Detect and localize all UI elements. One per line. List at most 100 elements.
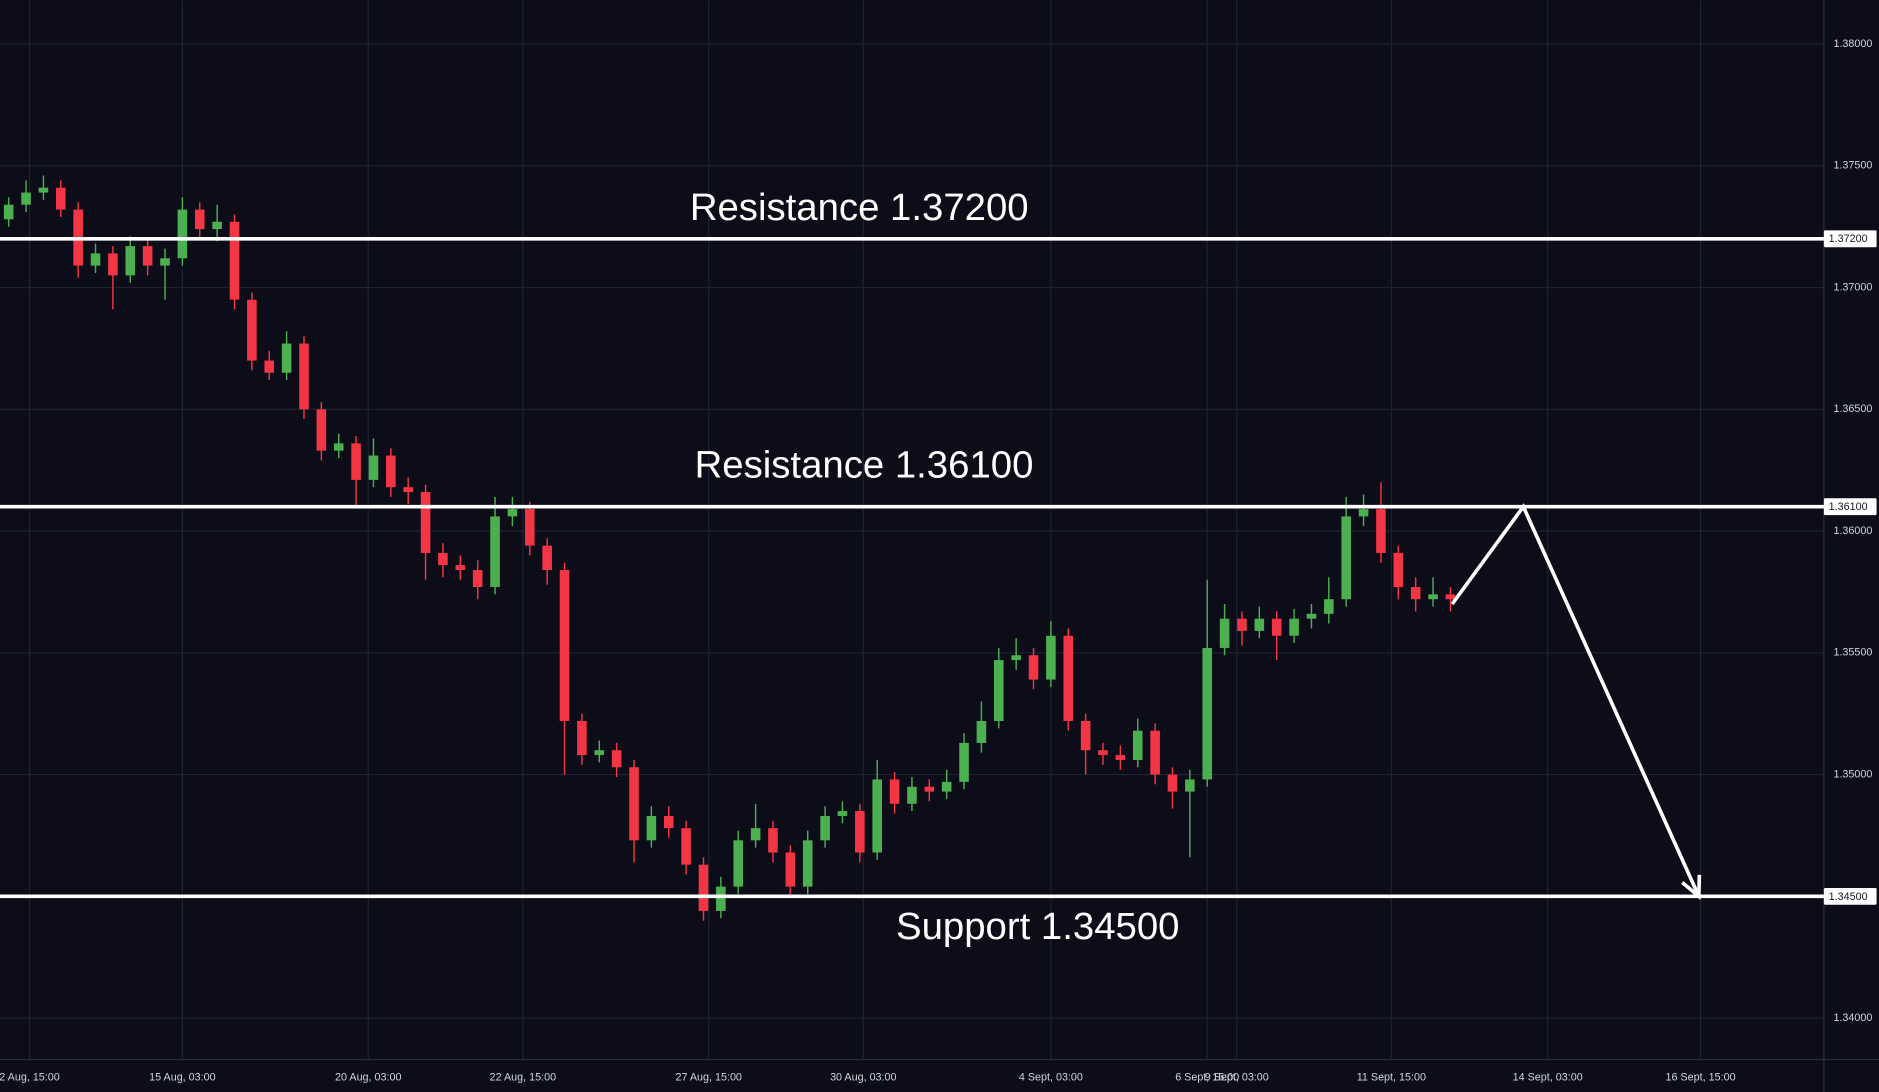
y-tick-label: 1.35500 <box>1833 647 1872 659</box>
candle-body <box>1202 647 1213 780</box>
candle-body <box>611 750 622 768</box>
candle-body <box>542 545 552 571</box>
candle-body <box>1237 618 1247 631</box>
candle-body <box>1063 635 1074 721</box>
candle-body <box>438 552 448 566</box>
candle-body <box>1445 594 1456 600</box>
candle-body <box>1011 655 1021 661</box>
candle-body <box>472 570 483 588</box>
x-tick-label: 14 Sept, 03:00 <box>1513 1071 1583 1083</box>
candle-body <box>872 779 882 853</box>
candle-body <box>1150 730 1160 775</box>
level-label: Resistance 1.37200 <box>690 186 1029 229</box>
x-tick-label: 11 Sept, 15:00 <box>1357 1071 1426 1083</box>
level-axis-box <box>1823 230 1877 248</box>
candle-body <box>820 815 830 841</box>
candle-body <box>594 750 605 756</box>
candle-body <box>976 720 987 743</box>
candle-body <box>941 781 952 792</box>
candle-body <box>907 786 917 804</box>
candle-body <box>802 840 813 887</box>
candle-body <box>108 253 118 276</box>
candle-body <box>663 815 674 829</box>
candle-body <box>889 779 900 804</box>
candle-body <box>490 516 500 588</box>
candle-body <box>1132 730 1143 760</box>
level-label: Resistance 1.36100 <box>695 443 1034 486</box>
candle-body <box>629 767 639 841</box>
candle-body <box>212 221 222 230</box>
candle-body <box>3 204 14 220</box>
candle-body <box>1428 594 1438 600</box>
x-tick-label: 20 Aug, 03:00 <box>335 1071 401 1083</box>
candle-body <box>160 258 170 266</box>
candle-body <box>90 253 101 266</box>
x-tick-label: 27 Aug, 15:00 <box>675 1071 741 1083</box>
candle-body <box>1271 618 1282 636</box>
y-tick-label: 1.38000 <box>1833 38 1872 50</box>
candle-body <box>1358 509 1369 517</box>
candle-body <box>351 443 361 480</box>
candle-body <box>559 570 570 721</box>
candle-body <box>1098 750 1108 756</box>
candle-body <box>1393 552 1404 588</box>
candle-body <box>524 509 535 546</box>
candle-body <box>299 343 309 410</box>
candle-body <box>1185 779 1195 792</box>
x-tick-label: 30 Aug, 03:00 <box>830 1071 896 1083</box>
forecast-arrowhead <box>1681 874 1702 901</box>
forecast-path <box>1450 503 1701 898</box>
candle-body <box>1046 635 1056 680</box>
x-tick-label: 2 Aug, 15:00 <box>0 1071 60 1083</box>
candle-body <box>1306 613 1317 619</box>
candle-body <box>1376 509 1386 553</box>
candle-body <box>646 815 657 841</box>
level-axis-box <box>1823 887 1877 905</box>
axes: 1.34000 1.34500 1.35000 1.35500 1.36000 1.365… <box>0 38 1877 1083</box>
candle-body <box>1341 516 1351 600</box>
candle-body <box>768 828 778 853</box>
candle-body <box>177 209 188 259</box>
candle-body <box>750 828 761 841</box>
level-axis-label: 1.36100 <box>1829 501 1868 513</box>
candle-body <box>1289 618 1299 636</box>
candle-body <box>1167 774 1178 792</box>
candle-body <box>125 246 136 276</box>
y-tick-label: 1.36500 <box>1833 403 1872 415</box>
candle-body <box>1028 655 1039 680</box>
candle-body <box>38 187 49 193</box>
candle-body <box>959 742 969 782</box>
candle-body <box>229 221 240 300</box>
candle-body <box>1115 755 1126 760</box>
candle-body <box>142 246 153 266</box>
level-axis-label: 1.37200 <box>1829 233 1868 245</box>
candle-body <box>837 811 848 816</box>
candle-body <box>577 720 587 756</box>
candle-body <box>924 786 935 792</box>
x-tick-label: 22 Aug, 15:00 <box>490 1071 556 1083</box>
x-tick-label: 4 Sept, 03:00 <box>1019 1071 1083 1083</box>
candle-body <box>316 409 327 451</box>
candle-body <box>368 455 379 480</box>
candle-body <box>333 443 344 451</box>
candle-body <box>1254 618 1265 631</box>
candle-body <box>1324 599 1334 614</box>
candle-body <box>21 192 31 205</box>
candle-body <box>993 660 1004 721</box>
candle-body <box>733 840 744 887</box>
candle-body <box>403 487 413 493</box>
candle-body <box>1219 618 1230 648</box>
candle-body <box>681 828 691 865</box>
x-tick-label: 15 Aug, 03:00 <box>149 1071 215 1083</box>
candle-body <box>386 455 396 488</box>
y-tick-label: 1.36000 <box>1833 525 1872 537</box>
candle-body <box>420 492 431 553</box>
y-tick-label: 1.37500 <box>1833 160 1872 172</box>
candle-body <box>264 360 275 373</box>
overlay: Resistance 1.37200 Resistance 1.36100 Supp… <box>0 186 1824 948</box>
candle-body <box>194 209 205 230</box>
y-tick-label: 1.37000 <box>1833 281 1872 293</box>
candle-body <box>455 565 466 571</box>
candle-body <box>716 886 726 911</box>
